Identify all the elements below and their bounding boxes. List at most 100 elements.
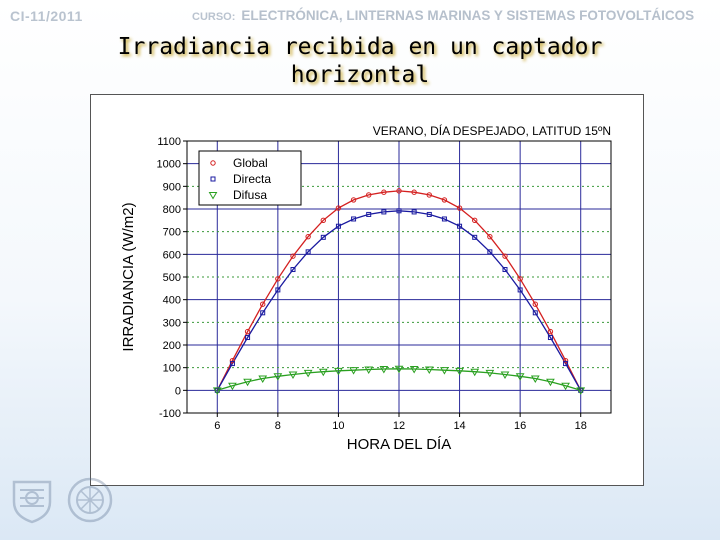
- legend-marker-global: [210, 160, 216, 166]
- data-point-difusa: [455, 367, 464, 376]
- legend-box: [198, 150, 302, 206]
- y-tick-label: 1000: [157, 159, 181, 171]
- tick-layer: -100 0 100 200 300 400 500 600 700 800 900 1000 1100…: [157, 136, 587, 432]
- legend-marker-directa: [210, 176, 216, 182]
- data-point-global: [456, 205, 463, 211]
- data-point-global: [411, 189, 417, 195]
- data-point-directa: [563, 361, 569, 367]
- marker-layer: [212, 188, 586, 395]
- curve-layer: [216, 190, 582, 391]
- data-point-directa: [547, 335, 553, 341]
- chart-frame: -100 0 100 200 300 400 500 600 700 800 900 1000 1100…: [90, 94, 644, 486]
- data-point-directa: [245, 335, 251, 341]
- y-tick-label: 500: [163, 272, 181, 284]
- data-point-difusa: [530, 375, 540, 384]
- data-point-difusa: [424, 366, 434, 374]
- data-point-directa: [335, 223, 341, 229]
- data-point-difusa: [561, 382, 570, 391]
- data-point-global: [260, 301, 266, 307]
- data-point-difusa: [243, 378, 252, 387]
- y-tick-label: 200: [163, 340, 181, 352]
- y-tick-label: -100: [159, 408, 181, 420]
- data-point-global: [502, 253, 508, 259]
- data-point-directa: [396, 208, 402, 214]
- legend: Global Directa Difusa: [198, 150, 302, 206]
- y-axis-label: IRRADIANCIA (W/m2): [120, 202, 137, 351]
- course-name: ELECTRÓNICA, LINTERNAS MARINAS Y SISTEMA…: [241, 8, 695, 23]
- data-point-directa: [426, 211, 432, 217]
- series-line-difusa: [217, 368, 581, 391]
- data-point-directa: [457, 223, 463, 229]
- data-point-directa: [441, 216, 447, 222]
- data-point-difusa: [318, 368, 328, 377]
- course-label: CURSO:: [192, 11, 236, 23]
- legend-label-difusa: Difusa: [233, 188, 267, 202]
- slide-title: Irradiancia recibida en un captador hori…: [117, 34, 603, 88]
- data-point-directa: [366, 211, 372, 217]
- y-tick-label: 100: [163, 363, 181, 375]
- y-tick-label: 900: [163, 181, 181, 193]
- x-tick-label: 16: [514, 420, 526, 432]
- legend-label-directa: Directa: [233, 172, 271, 186]
- data-point-directa: [532, 310, 538, 316]
- y-tick-label: 800: [163, 204, 181, 216]
- data-point-directa: [472, 234, 478, 240]
- y-tick-label: 300: [163, 317, 181, 329]
- data-point-global: [350, 197, 357, 203]
- data-point-difusa: [379, 366, 389, 374]
- data-point-difusa: [440, 367, 449, 375]
- data-point-difusa: [258, 375, 268, 384]
- y-tick-label: 0: [175, 385, 181, 397]
- data-point-difusa: [470, 368, 480, 377]
- data-point-difusa: [303, 369, 313, 378]
- data-point-difusa: [228, 382, 237, 391]
- x-tick-label: 14: [453, 420, 465, 432]
- data-point-global: [547, 328, 554, 335]
- course-code: CI-11/2011: [10, 8, 83, 24]
- course-line: CURSO: ELECTRÓNICA, LINTERNAS MARINAS Y S…: [192, 8, 694, 23]
- x-tick-label: 10: [332, 420, 344, 432]
- x-axis-label: HORA DEL DÍA: [347, 436, 451, 453]
- data-point-global: [562, 357, 569, 364]
- data-point-global: [366, 192, 372, 198]
- data-point-global: [396, 188, 402, 194]
- data-point-directa: [290, 267, 296, 273]
- data-point-global: [305, 233, 311, 240]
- y-tick-label: 400: [163, 295, 181, 307]
- data-point-global: [517, 276, 523, 282]
- data-point-directa: [487, 249, 493, 255]
- data-point-directa: [305, 249, 311, 255]
- data-point-directa: [260, 310, 266, 316]
- series-line-global: [216, 190, 582, 391]
- slide-header: CI-11/2011 CURSO: ELECTRÓNICA, LINTERNAS …: [0, 0, 720, 30]
- series-line-directa: [216, 210, 582, 391]
- data-point-directa: [320, 234, 326, 240]
- data-point-directa: [381, 209, 387, 215]
- data-point-difusa: [500, 371, 510, 379]
- data-point-global: [244, 328, 251, 335]
- y-tick-label: 1100: [157, 136, 181, 148]
- data-point-difusa: [409, 366, 419, 374]
- data-point-difusa: [288, 371, 298, 379]
- data-point-directa: [229, 361, 235, 367]
- data-point-difusa: [364, 366, 374, 374]
- legend-label-global: Global: [233, 156, 268, 170]
- data-point-directa: [517, 287, 523, 293]
- data-point-global: [472, 217, 478, 224]
- x-tick-label: 8: [275, 420, 281, 432]
- data-point-difusa: [515, 373, 525, 381]
- data-point-difusa: [273, 373, 283, 381]
- data-point-global: [441, 197, 448, 203]
- data-point-difusa: [485, 369, 495, 378]
- data-point-difusa: [394, 365, 404, 374]
- y-tick-label: 600: [163, 249, 181, 261]
- data-point-directa: [351, 216, 357, 222]
- y-tick-label: 700: [163, 227, 181, 239]
- faculty-seal-icon: [67, 477, 113, 523]
- data-point-global: [426, 192, 432, 198]
- data-point-global: [532, 301, 538, 307]
- data-point-global: [229, 357, 236, 364]
- data-point-global: [290, 253, 296, 259]
- data-point-difusa: [546, 378, 555, 387]
- university-crest-icon: [12, 480, 52, 524]
